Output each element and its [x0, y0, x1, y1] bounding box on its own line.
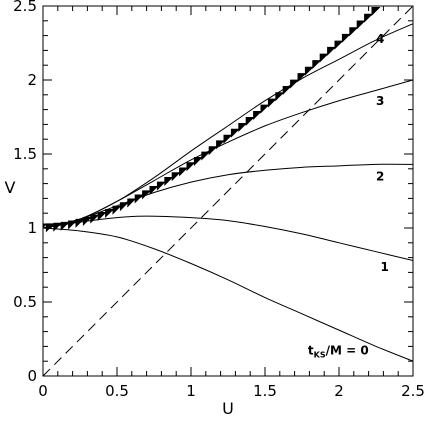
triangle-marker — [105, 208, 115, 218]
triangle-marker — [282, 86, 292, 96]
triangle-marker — [230, 128, 240, 138]
tick-labels: 0 0.5 1 1.5 2 2.5 0 0.5 1 1.5 2 2.5 — [13, 0, 425, 400]
triangle-marker — [216, 140, 226, 150]
triangle-marker — [260, 104, 270, 114]
y-axis-title: V — [5, 178, 16, 197]
triangle-marker — [179, 167, 189, 177]
curve-label-2: 2 — [376, 170, 384, 184]
triangle-marker — [45, 223, 55, 233]
x-tick-label: 2 — [334, 382, 344, 400]
y-tick-label: 1.5 — [13, 145, 37, 163]
triangle-marker — [53, 222, 63, 232]
triangle-marker — [364, 13, 374, 23]
curve-labels: tKS/M = 0 1 2 3 4 — [308, 32, 389, 360]
triangle-marker — [201, 151, 211, 161]
triangle-marker — [119, 202, 129, 212]
curve-label-0: tKS/M = 0 — [308, 344, 369, 360]
x-tick-label: 1.5 — [253, 382, 277, 400]
triangle-marker — [142, 190, 152, 200]
triangle-marker — [193, 157, 203, 167]
triangle-marker — [275, 92, 285, 102]
triangle-marker — [341, 33, 351, 43]
triangle-marker — [334, 40, 344, 50]
triangle-marker — [371, 6, 381, 16]
triangle-marker — [164, 177, 174, 187]
x-tick-label: 1 — [186, 382, 196, 400]
triangle-marker — [223, 134, 233, 144]
triangle-marker — [245, 116, 255, 126]
curve-3 — [43, 79, 413, 229]
triangle-marker — [112, 205, 122, 215]
triangle-marker — [97, 211, 107, 221]
y-tick-label: 0 — [27, 367, 37, 385]
triangle-marker — [149, 186, 159, 196]
curve-1 — [43, 215, 413, 262]
triangle-marker — [60, 221, 70, 231]
x-tick-label: 0.5 — [105, 382, 129, 400]
triangle-marker — [356, 20, 366, 30]
curve-0 — [43, 227, 413, 362]
triangle-marker — [349, 27, 359, 37]
triangle-marker — [68, 220, 78, 230]
triangle-marker — [156, 181, 166, 191]
triangle-markers — [43, 6, 381, 233]
y-tick-label: 1 — [27, 219, 37, 237]
triangle-marker — [327, 46, 337, 56]
triangle-marker — [297, 73, 307, 83]
curve-4 — [43, 23, 413, 229]
plot-frame — [42, 5, 414, 377]
triangle-marker — [82, 216, 92, 226]
triangle-marker — [75, 218, 85, 228]
curve-label-1: 1 — [380, 260, 388, 274]
triangle-marker — [171, 172, 181, 182]
x-tick-label: 0 — [38, 382, 48, 400]
curves — [43, 6, 413, 376]
triangle-marker — [134, 194, 144, 204]
triangle-marker — [90, 214, 100, 224]
triangle-marker — [253, 111, 263, 121]
curve-label-3: 3 — [376, 94, 384, 108]
triangle-marker — [319, 53, 329, 63]
y-tick-label: 2 — [27, 71, 37, 89]
triangle-marker — [267, 98, 277, 108]
triangle-marker — [304, 66, 314, 76]
triangle-marker — [238, 123, 248, 133]
y-tick-label: 0.5 — [13, 293, 37, 311]
tick-marks — [42, 5, 414, 377]
y-tick-label: 2.5 — [13, 0, 37, 15]
x-axis-title: U — [222, 399, 234, 418]
dashed-line — [43, 6, 413, 376]
triangle-marker — [312, 60, 322, 70]
triangle-marker — [208, 146, 218, 156]
triangle-marker — [186, 162, 196, 172]
triangle-marker — [290, 79, 300, 89]
x-tick-label: 2.5 — [401, 382, 425, 400]
triangle-marker — [127, 198, 137, 208]
curve-label-4: 4 — [376, 32, 384, 46]
